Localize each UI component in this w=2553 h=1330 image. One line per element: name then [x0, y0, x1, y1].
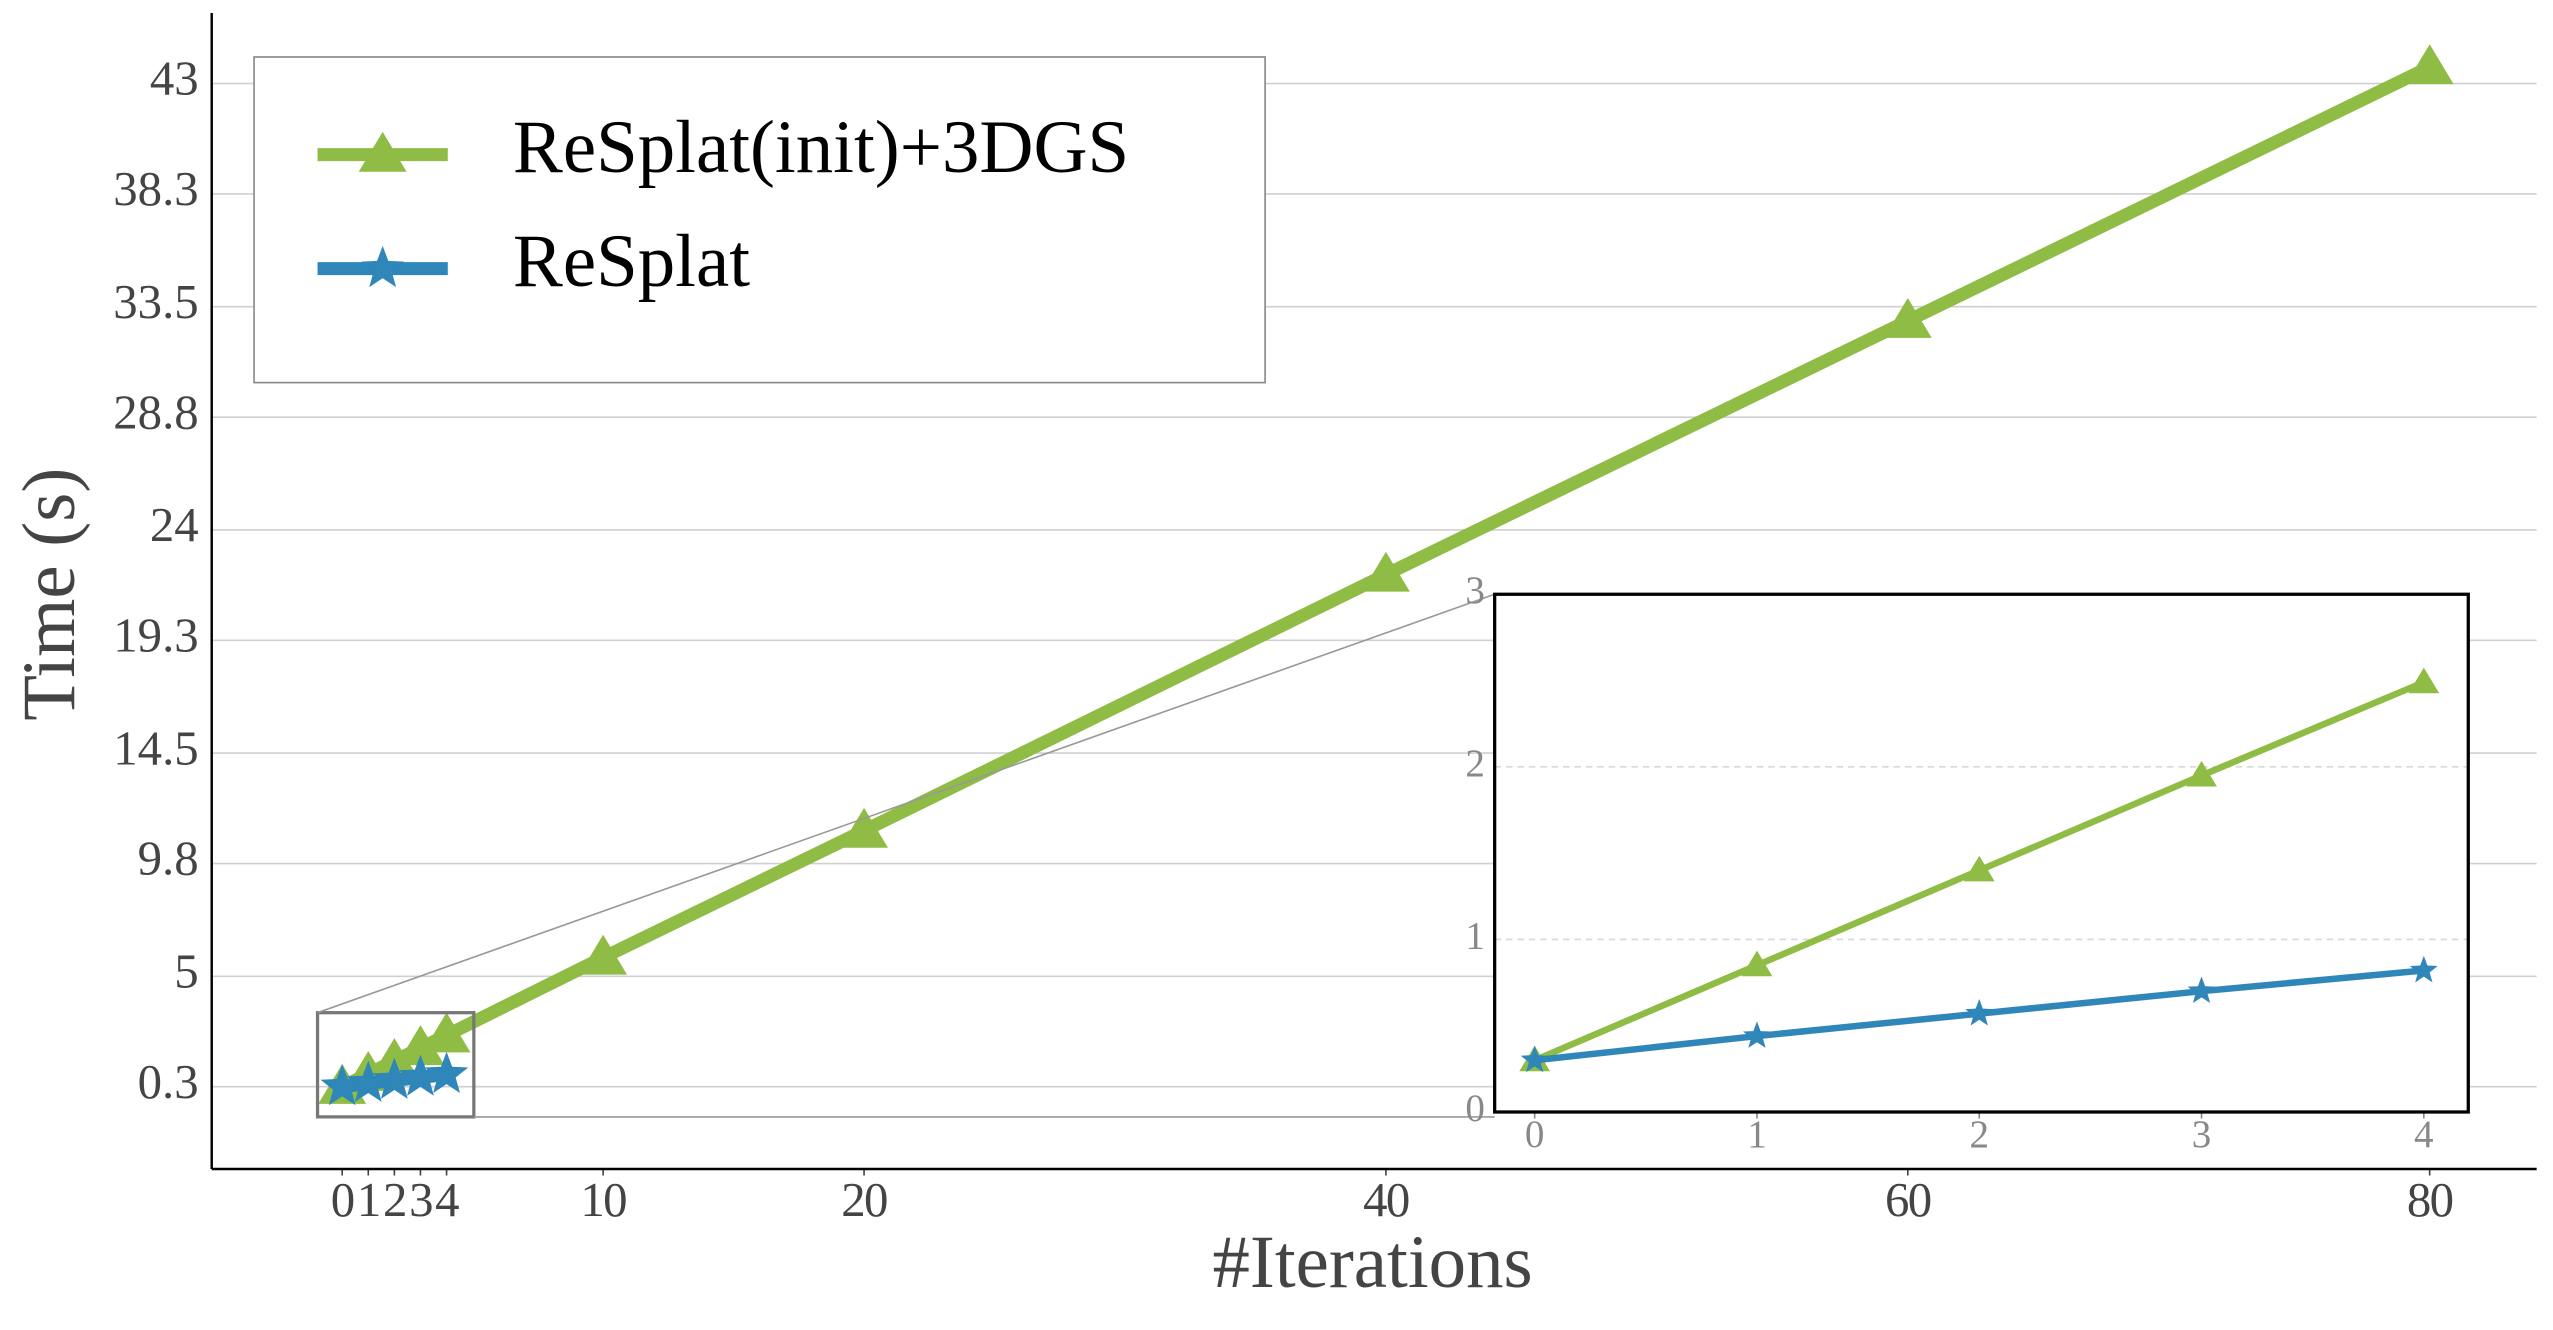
data-point: [1361, 551, 1410, 592]
y-axis-label: Time (s): [8, 468, 91, 721]
x-tick-label: 2: [383, 1172, 406, 1227]
legend-label: ReSplat(init)+3DGS: [513, 106, 1129, 189]
y-tick-label: 0.3: [138, 1054, 199, 1109]
inset-frame: [1494, 594, 2469, 1112]
y-tick-label: 33.5: [113, 274, 198, 329]
inset-border: [1493, 592, 2470, 1114]
x-tick-label: 4: [2414, 1113, 2434, 1156]
x-tick-label: 10: [580, 1172, 626, 1227]
x-tick-label: 2: [1969, 1113, 1989, 1156]
data-point: [1741, 950, 1773, 977]
y-tick-label: 38.3: [113, 161, 198, 216]
x-tick-label: 1: [1747, 1113, 1767, 1156]
x-tick-label: 0: [331, 1172, 354, 1227]
legend-box: [253, 56, 1266, 384]
y-tick-label: 43: [150, 51, 199, 106]
x-tick-label: 3: [2192, 1113, 2212, 1156]
x-tick-label: 60: [1885, 1172, 1931, 1227]
y-tick-label: 1: [1465, 914, 1485, 957]
legend-marker: [358, 131, 407, 172]
legend-label: ReSplat: [513, 220, 750, 303]
x-axis-label: #Iterations: [1212, 1221, 1532, 1304]
x-tick-label: 40: [1363, 1172, 1409, 1227]
data-point: [1883, 298, 1932, 338]
y-tick-label: 5: [174, 944, 198, 999]
data-point: [346, 1060, 390, 1102]
data-point: [372, 1057, 417, 1099]
y-tick-label: 3: [1465, 569, 1485, 612]
data-point: [1520, 1045, 1549, 1073]
data-point: [422, 1012, 471, 1053]
data-point: [1743, 1021, 1771, 1048]
y-tick-label: 14.5: [113, 720, 198, 775]
data-point: [840, 807, 888, 848]
y-tick-label: 0: [1465, 1087, 1485, 1130]
data-point: [320, 1063, 364, 1106]
y-tick-label: 19.3: [113, 608, 198, 663]
x-tick-label: 0: [1525, 1113, 1545, 1156]
y-tick-label: 28.8: [113, 384, 198, 439]
y-tick-label: 9.8: [138, 831, 199, 886]
data-point: [1965, 998, 1994, 1026]
legend-marker: [360, 245, 405, 288]
data-point: [579, 934, 628, 975]
data-point: [2187, 976, 2216, 1004]
y-tick-label: 24: [150, 497, 199, 552]
data-point: [1963, 855, 1995, 882]
data-point: [2409, 955, 2438, 983]
data-point: [424, 1051, 469, 1093]
x-tick-label: 20: [841, 1172, 887, 1227]
data-point: [2186, 760, 2217, 787]
y-tick-label: 2: [1465, 742, 1485, 785]
x-tick-label: 4: [435, 1172, 459, 1227]
zoom-box: [315, 1011, 476, 1119]
data-point: [2405, 44, 2454, 85]
data-point: [2408, 667, 2440, 694]
x-tick-label: 1: [357, 1172, 380, 1227]
connector: [317, 593, 1495, 1014]
data-point: [396, 1025, 445, 1066]
data-point: [398, 1054, 443, 1096]
x-tick-label: 3: [409, 1172, 432, 1227]
x-tick-label: 80: [2407, 1172, 2453, 1227]
